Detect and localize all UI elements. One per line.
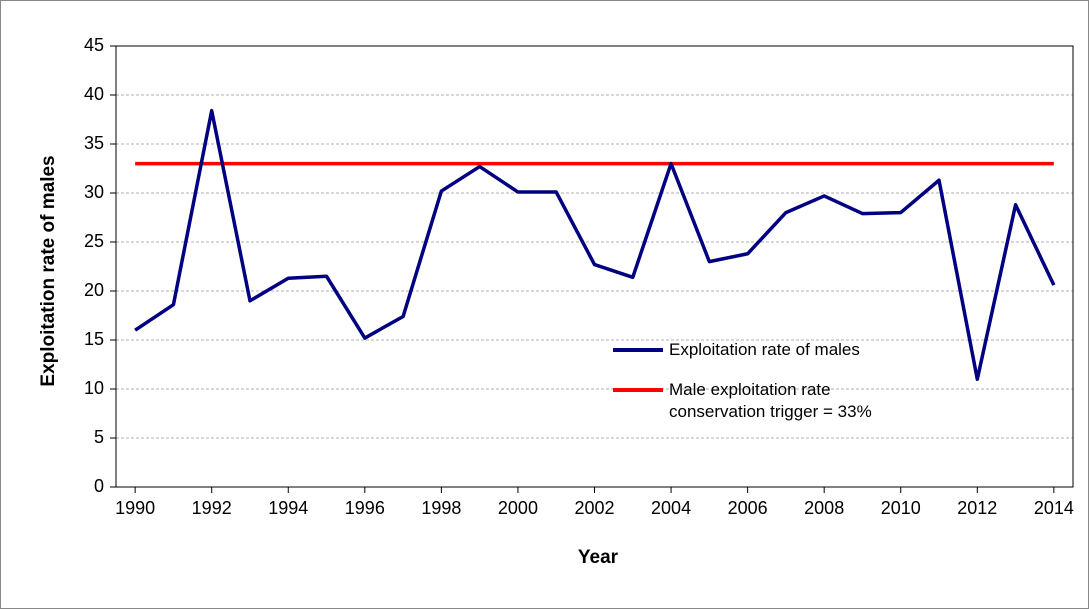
x-tick-label: 1990: [115, 498, 155, 518]
y-tick-label: 20: [84, 280, 104, 300]
plot-frame: [115, 45, 1074, 488]
legend-item: Male exploitation rate conservation trig…: [613, 379, 913, 423]
x-tick-label: 2004: [651, 498, 691, 518]
x-tick-label: 1992: [192, 498, 232, 518]
series-line: [134, 108, 1056, 381]
x-tick-label: 2012: [957, 498, 997, 518]
legend-swatch: [613, 388, 663, 392]
y-tick-label: 35: [84, 133, 104, 153]
legend-item: Exploitation rate of males: [613, 339, 913, 361]
x-tick-label: 2014: [1034, 498, 1074, 518]
y-tick-label: 15: [84, 329, 104, 349]
y-tick-label: 40: [84, 84, 104, 104]
x-tick-label: 2010: [881, 498, 921, 518]
y-axis-title: Exploitation rate of males: [38, 155, 59, 386]
y-tick-label: 10: [84, 378, 104, 398]
x-axis-title: Year: [578, 547, 619, 568]
x-tick-label: 1998: [421, 498, 461, 518]
x-tick-label: 2008: [804, 498, 844, 518]
x-tick-label: 1996: [345, 498, 385, 518]
legend: Exploitation rate of males Male exploitat…: [613, 339, 913, 441]
y-tick-label: 45: [84, 35, 104, 55]
legend-label: Male exploitation rate conservation trig…: [669, 380, 872, 421]
x-tick-label: 2000: [498, 498, 538, 518]
legend-label: Exploitation rate of males: [669, 340, 860, 359]
y-tick-label: 5: [94, 427, 104, 447]
x-tick-label: 2006: [728, 498, 768, 518]
y-tick-label: 0: [94, 476, 104, 496]
y-tick-label: 25: [84, 231, 104, 251]
legend-swatch: [613, 348, 663, 352]
x-tick-label: 2002: [574, 498, 614, 518]
x-tick-label: 1994: [268, 498, 308, 518]
y-tick-label: 30: [84, 182, 104, 202]
